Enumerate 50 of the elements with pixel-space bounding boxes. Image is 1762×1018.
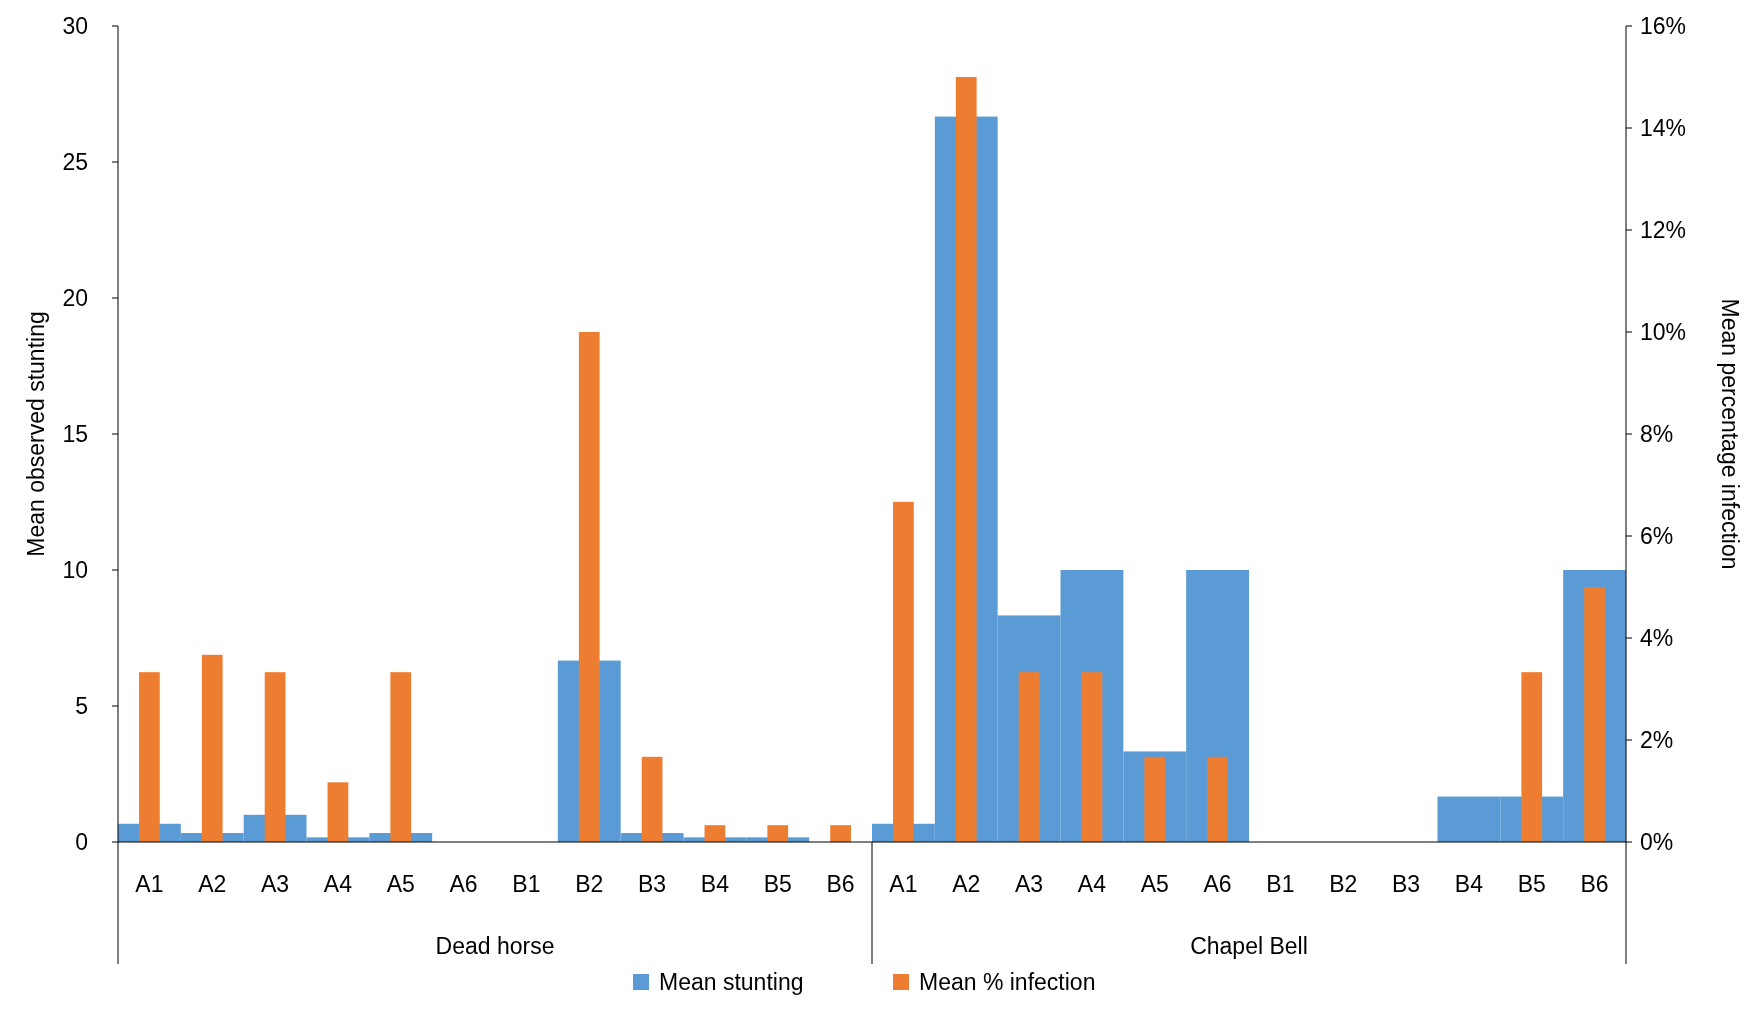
bar: [1207, 756, 1228, 842]
y2-tick-label: 2%: [1640, 727, 1674, 754]
x-tick-label: B6: [1580, 871, 1609, 897]
x-tick-label: A1: [889, 871, 918, 897]
x-tick-label: B3: [638, 871, 667, 897]
x-tick-label: A5: [1140, 871, 1169, 897]
y-tick-label: 25: [62, 149, 88, 176]
y2-tick-label: 6%: [1640, 523, 1674, 550]
x-tick-label: B3: [1392, 871, 1421, 897]
x-tick-label: A4: [1077, 871, 1107, 897]
x-tick-label: A1: [135, 871, 164, 897]
x-tick-label: B4: [1454, 871, 1484, 897]
y-tick-label: 5: [75, 693, 88, 720]
legend-label: Mean % infection: [919, 969, 1096, 996]
y2-tick-label: 12%: [1640, 217, 1687, 244]
text: Chapel Bell: [1190, 933, 1308, 959]
x-tick-label: B5: [763, 871, 792, 897]
text: Dead horse: [435, 933, 555, 959]
x-tick-label: A6: [449, 871, 478, 897]
legend-label: Mean stunting: [659, 969, 804, 996]
x-tick-label: B6: [826, 871, 855, 897]
y-tick-label: 20: [62, 285, 88, 312]
y2-tick-label: 10%: [1640, 319, 1687, 346]
y2-tick-label: 4%: [1640, 625, 1674, 652]
y2-tick-label: 14%: [1640, 115, 1687, 142]
bar: [1018, 672, 1040, 842]
y-tick-label: 30: [62, 13, 88, 40]
x-tick-label: B4: [700, 871, 730, 897]
x-tick-label: A3: [261, 871, 290, 897]
y2-tick-label: 8%: [1640, 421, 1674, 448]
y2-axis-title: Mean percentage infection: [1717, 298, 1743, 570]
y-tick-label: 15: [62, 421, 88, 448]
x-tick-label: B2: [575, 871, 604, 897]
x-tick-label: B1: [512, 871, 541, 897]
x-tick-label: A2: [198, 871, 227, 897]
y-tick-label: 10: [62, 557, 88, 584]
x-tick-label: A3: [1015, 871, 1044, 897]
y-tick-label: 0: [75, 829, 88, 856]
y2-tick-label: 16%: [1640, 13, 1687, 40]
x-tick-label: A4: [323, 871, 353, 897]
x-tick-label: B1: [1266, 871, 1295, 897]
y-axis-title: Mean observed stunting: [23, 311, 49, 557]
y2-tick-label: 0%: [1640, 829, 1674, 856]
bar: [830, 825, 851, 842]
x-tick-label: B5: [1517, 871, 1546, 897]
x-tick-label: B2: [1329, 871, 1358, 897]
bar: [1081, 672, 1103, 842]
x-tick-label: A5: [386, 871, 415, 897]
x-tick-label: A6: [1203, 871, 1232, 897]
x-tick-label: A2: [952, 871, 981, 897]
